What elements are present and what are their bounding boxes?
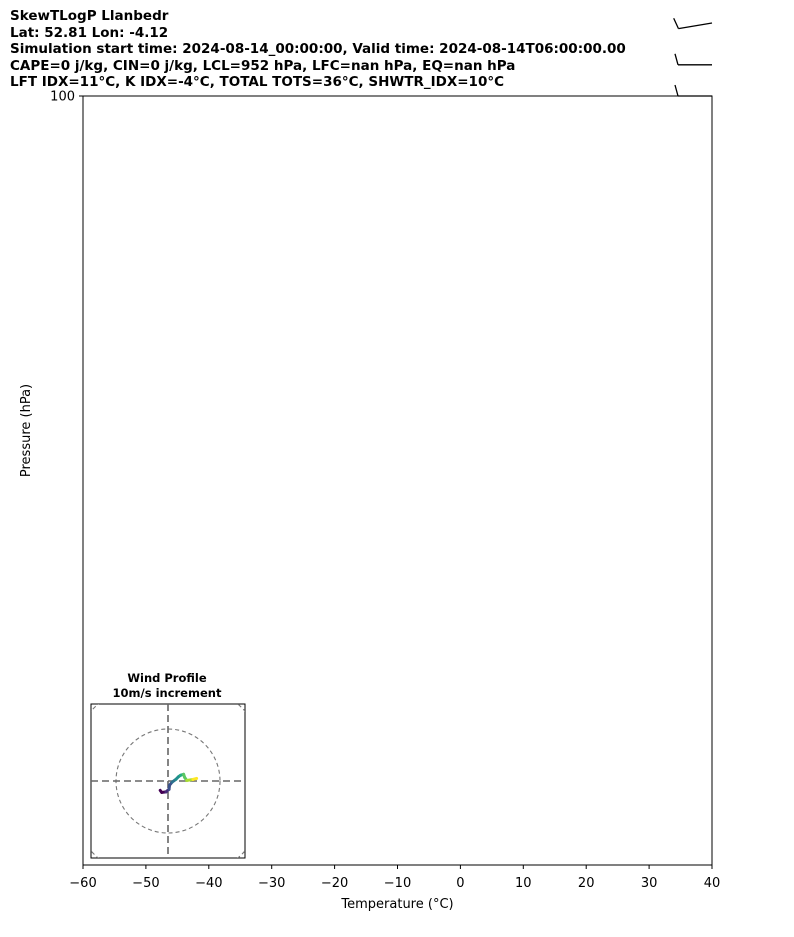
temperature-line [550, 0, 727, 96]
dry-adiabat-line [545, 96, 547, 97]
x-tick-label: 10 [515, 876, 532, 891]
dry-adiabat-line [121, 96, 123, 97]
isotherm-line [691, 96, 692, 97]
dry-adiabat-line [0, 0, 357, 96]
dry-adiabat-line [219, 96, 221, 97]
hodograph-title: Wind Profile [127, 671, 207, 685]
dry-adiabat-line [0, 0, 548, 96]
isotherm-line [313, 96, 315, 97]
wind-barb-flag [674, 84, 679, 97]
moist-adiabat-line [91, 96, 92, 97]
isotherm-line [188, 96, 189, 97]
indices-line-1: CAPE=0 j/kg, CIN=0 j/kg, LCL=952 hPa, LF… [10, 57, 516, 74]
y-axis-title: Pressure (hPa) [19, 384, 34, 477]
isotherm-line [250, 96, 252, 97]
moist-adiabat-line [169, 96, 170, 97]
wind-barb-staff [678, 22, 713, 30]
dry-adiabat-line [154, 96, 155, 97]
isotherm-line [775, 0, 794, 96]
dry-adiabat-line [24, 0, 676, 96]
wind-barb-flag [674, 53, 679, 66]
times-line: Simulation start time: 2024-08-14_00:00:… [10, 41, 626, 57]
dry-adiabat-line [0, 0, 293, 96]
chart-title: SkewTLogP Llanbedr [10, 8, 169, 24]
x-tick-label: −20 [321, 876, 348, 891]
dry-adiabat-line [0, 0, 612, 96]
dry-adiabat-line [57, 0, 740, 96]
x-tick-label: −10 [384, 876, 411, 891]
dry-adiabat-line [317, 96, 318, 97]
y-tick-label: 100 [50, 90, 75, 105]
dry-adiabat-line [89, 96, 90, 97]
dry-adiabat-line [0, 0, 485, 96]
dewpoint-line [509, 96, 511, 97]
dry-adiabat-line [349, 96, 351, 97]
isotherm-line [439, 96, 441, 97]
isotherm-line [586, 0, 794, 96]
moist-adiabat-line [322, 96, 323, 97]
wind-barb-flag [673, 17, 680, 29]
x-tick-label: −40 [195, 876, 222, 891]
isotherm-line [460, 0, 754, 96]
moist-adiabat-line [33, 0, 536, 96]
dry-adiabat-line [252, 96, 253, 97]
x-tick-label: −50 [132, 876, 159, 891]
hodograph-plot [91, 704, 245, 858]
moist-adiabat-line [0, 0, 498, 96]
location-line: Lat: 52.81 Lon: -4.12 [10, 24, 169, 41]
isotherm-line [523, 0, 794, 96]
dry-adiabat-line [187, 96, 188, 97]
dry-adiabat-line [447, 96, 449, 97]
x-tick-label: −30 [258, 876, 285, 891]
hodograph-subtitle: 10m/s increment [113, 686, 222, 700]
dry-adiabat-line [0, 0, 421, 96]
dry-adiabat-line [415, 96, 416, 97]
hodograph-segment [191, 776, 199, 781]
dry-adiabat-line [382, 96, 384, 97]
x-tick-label: 40 [704, 876, 721, 891]
parcel-line [445, 96, 447, 97]
moist-adiabat-line [0, 0, 460, 36]
isotherm-line [628, 96, 629, 97]
dry-adiabat-line [480, 96, 481, 97]
x-tick-label: 0 [456, 876, 464, 891]
dry-adiabat-line [577, 96, 579, 97]
chart-header: SkewTLogP Llanbedr Lat: 52.81 Lon: -4.12… [10, 8, 626, 91]
dry-adiabat-line [512, 96, 514, 97]
isotherm-line [0, 0, 63, 96]
x-tick-label: −60 [69, 876, 96, 891]
dry-adiabat-line [284, 96, 286, 97]
isotherm-line [502, 96, 503, 97]
isotherm-line [565, 96, 566, 97]
isotherm-line [376, 96, 378, 97]
x-tick-label: 20 [578, 876, 595, 891]
isotherm-line [649, 0, 794, 96]
x-tick-label: 30 [641, 876, 658, 891]
cape-shading [440, 0, 727, 96]
isotherm-line [125, 96, 126, 97]
isotherm-line [712, 0, 794, 96]
dry-adiabat-line [0, 0, 229, 96]
indices-line-2: LFT IDX=11°C, K IDX=-4°C, TOTAL TOTS=36°… [10, 74, 505, 90]
x-axis-title: Temperature (°C) [340, 897, 453, 912]
